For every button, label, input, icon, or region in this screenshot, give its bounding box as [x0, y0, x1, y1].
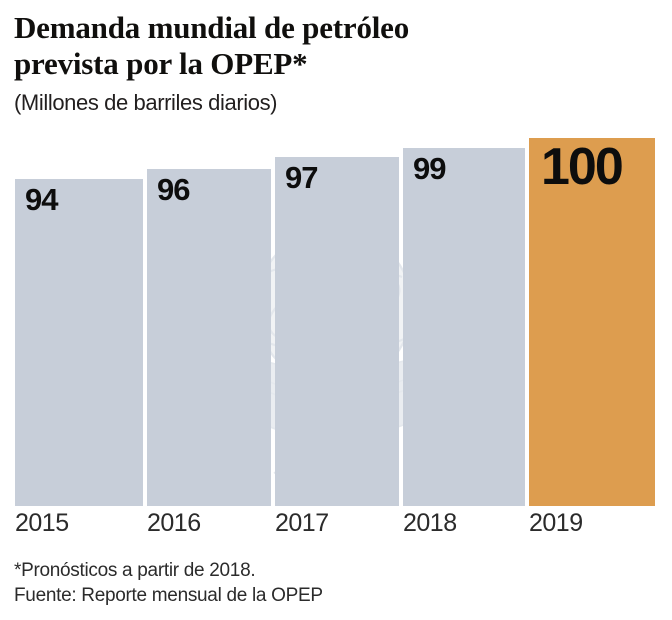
bar-value-2016: 96 [157, 172, 190, 207]
footnote-source: Fuente: Reporte mensual de la OPEP [14, 585, 323, 606]
bar-value-2017: 97 [285, 160, 318, 195]
bar-2017: 97 [275, 157, 399, 506]
bar-series: 94 96 97 99 100 [0, 130, 672, 506]
bar-2016: 96 [147, 169, 271, 506]
axis-label-2016: 2016 [147, 509, 201, 537]
footnotes: *Pronósticos a partir de 2018. Fuente: R… [14, 558, 658, 608]
page-title: Demanda mundial de petróleo prevista por… [14, 10, 410, 81]
bar-2018: 99 [403, 148, 525, 506]
axis-label-2018: 2018 [403, 509, 457, 537]
axis-label-2017: 2017 [275, 509, 329, 537]
chart-plot-area: 94 96 97 99 100 [0, 130, 672, 506]
x-axis: 2015 2016 2017 2018 2019 [0, 508, 672, 544]
axis-label-2015: 2015 [15, 509, 69, 537]
bar-2015: 94 [15, 179, 143, 506]
axis-label-2019: 2019 [529, 509, 583, 537]
bar-value-2015: 94 [25, 182, 58, 217]
bar-value-2019: 100 [541, 138, 624, 196]
chart-header: Demanda mundial de petróleo prevista por… [14, 10, 658, 116]
bar-value-2018: 99 [413, 151, 446, 186]
chart-subtitle: (Millones de barriles diarios) [14, 90, 278, 115]
bar-2019: 100 [529, 138, 655, 506]
footnote-forecast-note: *Pronósticos a partir de 2018. [14, 560, 256, 581]
